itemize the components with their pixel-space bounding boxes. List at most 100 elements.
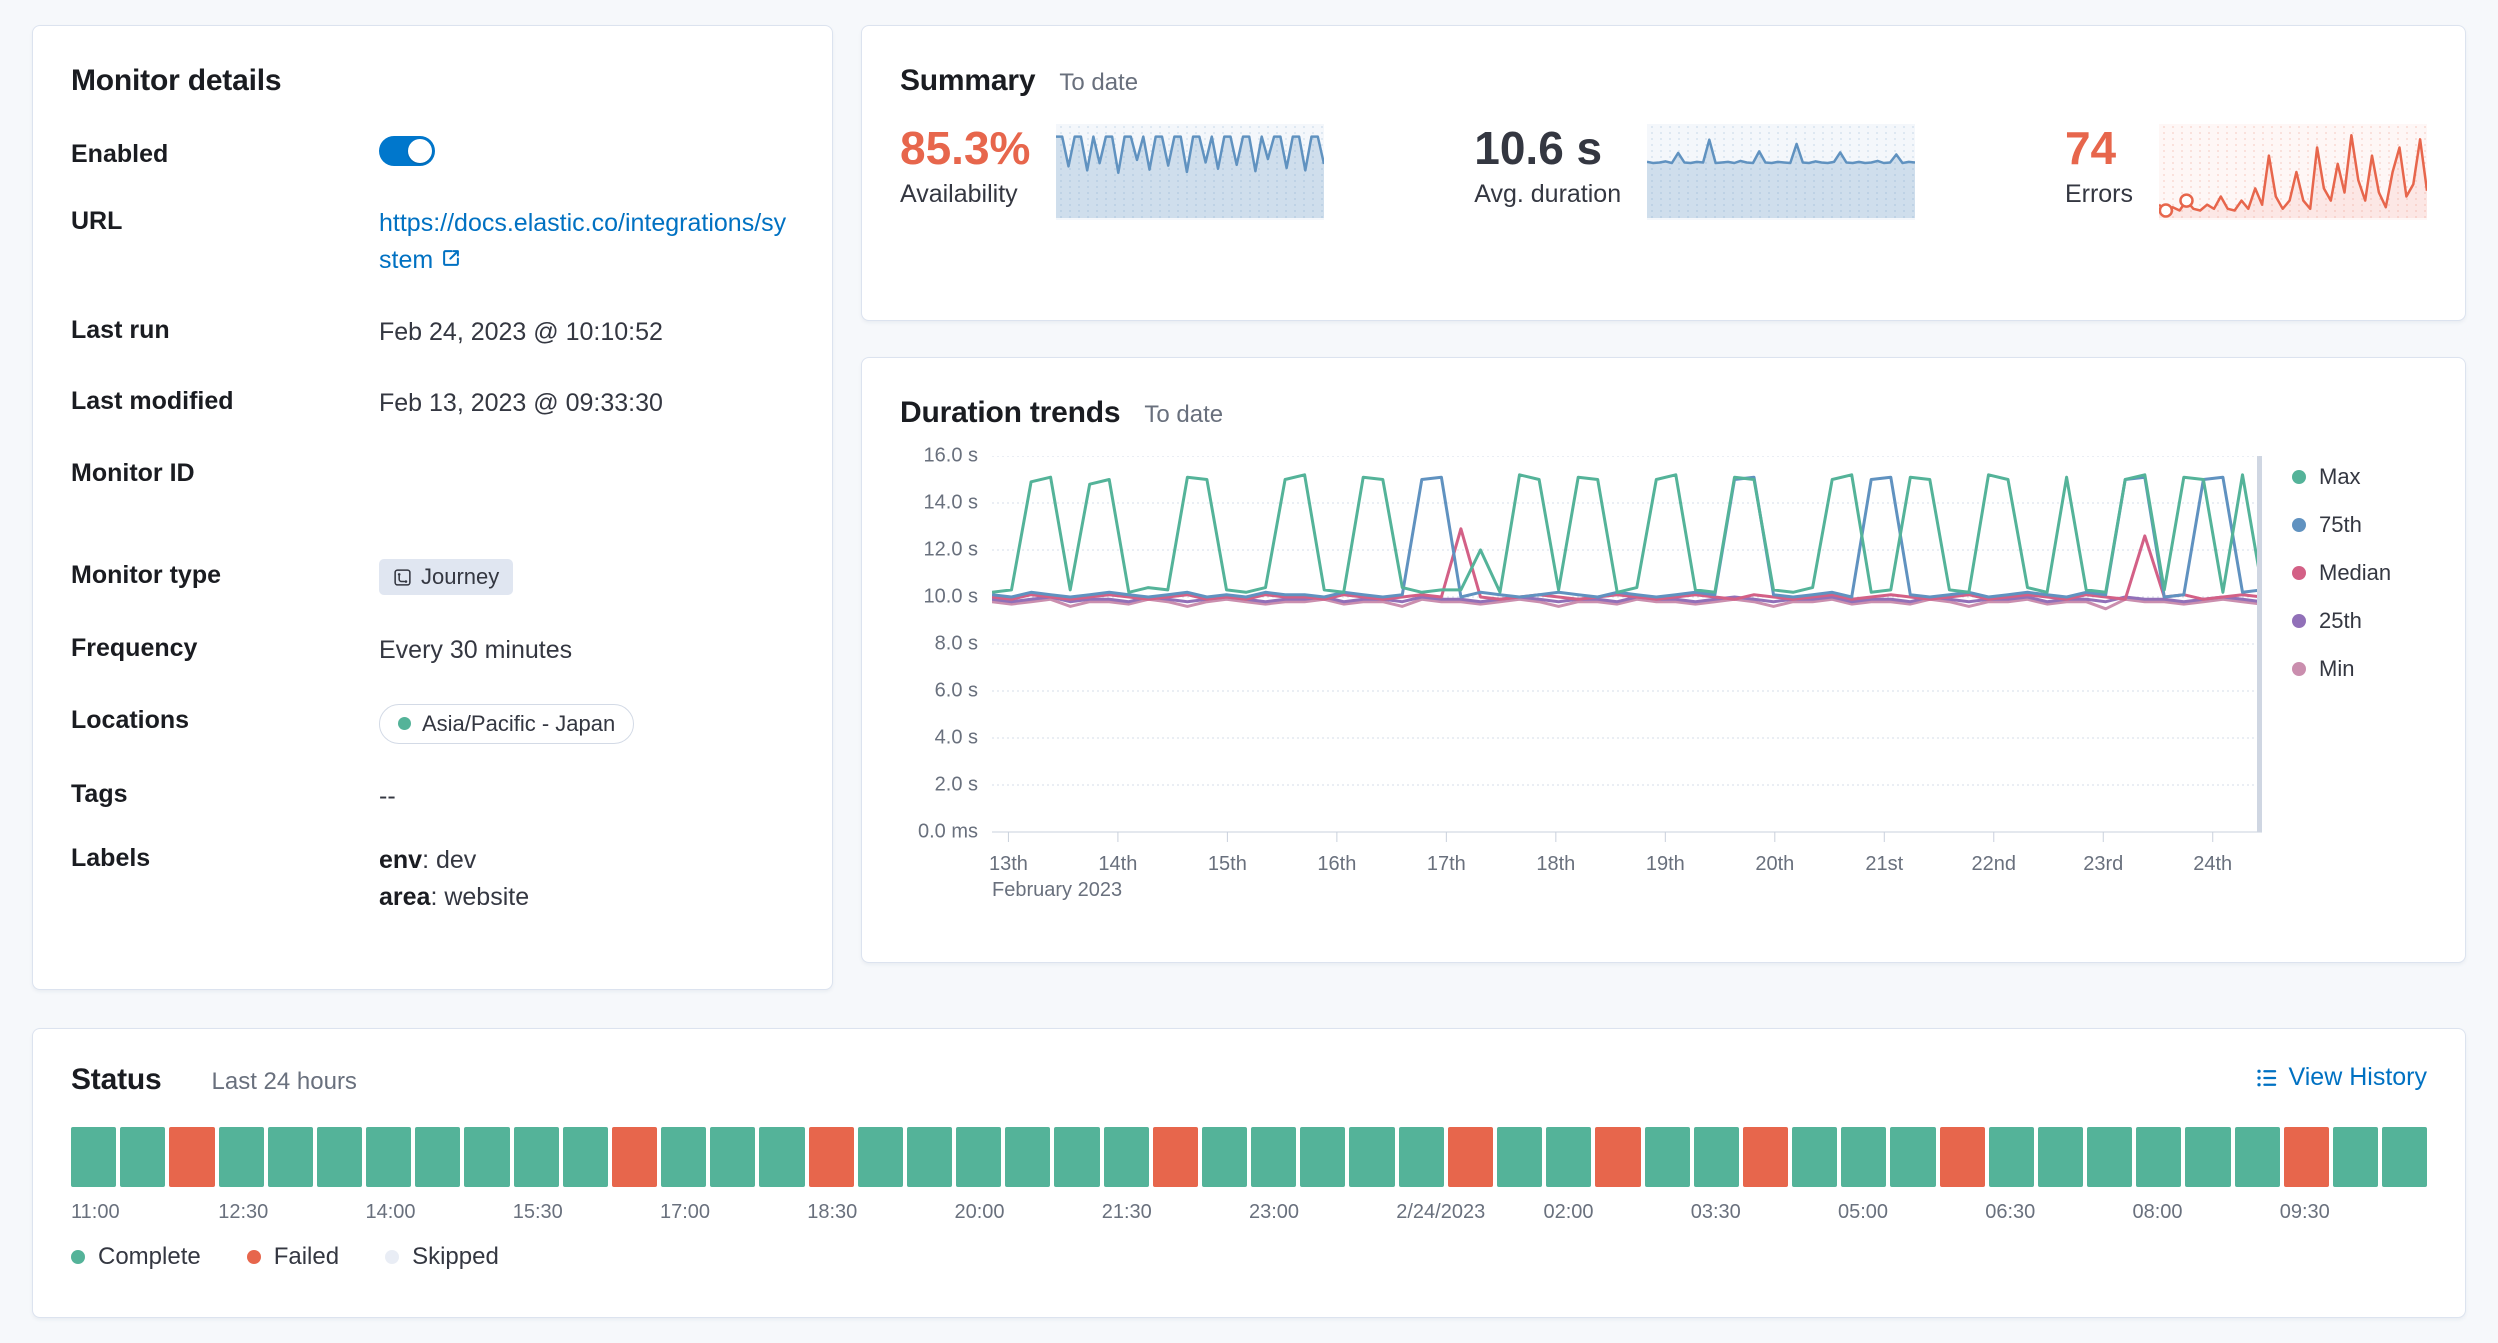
status-block-complete[interactable]: [2136, 1126, 2182, 1187]
status-block-complete[interactable]: [1398, 1126, 1444, 1187]
y-axis-label: 2.0 s: [934, 773, 978, 796]
status-block-failed[interactable]: [1742, 1126, 1789, 1187]
enabled-label: Enabled: [71, 140, 169, 168]
status-block-complete[interactable]: [2087, 1126, 2133, 1187]
legend-item-max[interactable]: Max: [2292, 464, 2391, 490]
status-block-complete[interactable]: [562, 1126, 608, 1187]
x-axis-label: 24th: [2193, 853, 2233, 875]
status-block-complete[interactable]: [2037, 1126, 2084, 1187]
status-block-failed[interactable]: [1939, 1126, 1985, 1187]
status-block-complete[interactable]: [218, 1126, 264, 1187]
status-block-complete[interactable]: [2332, 1126, 2379, 1187]
status-block-complete[interactable]: [906, 1126, 953, 1187]
status-legend-skipped: Skipped: [385, 1243, 499, 1271]
status-legend: Complete Failed Skipped: [71, 1243, 2427, 1271]
status-block-complete[interactable]: [1349, 1126, 1395, 1187]
monitor-id-label: Monitor ID: [71, 458, 195, 487]
monitor-type-badge: Journey: [379, 559, 514, 596]
status-block-complete[interactable]: [1103, 1126, 1149, 1187]
status-block-complete[interactable]: [956, 1126, 1002, 1187]
top-row: Monitor details Enabled URL https://docs…: [32, 25, 2466, 990]
legend-dot: [71, 1249, 85, 1264]
legend-label: 75th: [2319, 512, 2362, 537]
status-block-failed[interactable]: [1152, 1126, 1198, 1187]
time-label: 09:30: [2279, 1200, 2330, 1223]
status-block-complete[interactable]: [857, 1126, 903, 1187]
legend-item-25th[interactable]: 25th: [2292, 608, 2391, 634]
monitor-id-row: Monitor ID: [71, 457, 794, 490]
duration-trends-svg[interactable]: [991, 455, 2264, 842]
labels-label: Labels: [71, 843, 151, 872]
status-block-failed[interactable]: [1447, 1126, 1493, 1187]
status-block-failed[interactable]: [808, 1126, 854, 1187]
legend-label: Failed: [273, 1242, 340, 1270]
status-block-complete[interactable]: [415, 1126, 461, 1187]
monitor-type-label: Monitor type: [71, 561, 221, 589]
availability-sparkline: [1056, 124, 1325, 220]
status-block-failed[interactable]: [169, 1126, 215, 1187]
status-block-complete[interactable]: [759, 1126, 805, 1187]
monitor-type-badge-label: Journey: [421, 564, 500, 589]
view-history-link[interactable]: View History: [2256, 1063, 2427, 1092]
duration-trends-title: Duration trends: [900, 396, 1121, 429]
status-block-complete[interactable]: [366, 1126, 412, 1187]
status-block-complete[interactable]: [1201, 1126, 1248, 1187]
legend-dot: [2292, 662, 2306, 676]
status-block-complete[interactable]: [661, 1126, 707, 1187]
status-block-complete[interactable]: [1054, 1126, 1100, 1187]
status-block-complete[interactable]: [513, 1126, 559, 1187]
status-legend-failed: Failed: [246, 1242, 340, 1271]
time-label: 23:00: [1249, 1200, 1300, 1223]
status-block-failed[interactable]: [1595, 1126, 1641, 1187]
errors-value: 74: [2064, 122, 2117, 174]
status-timeline: 11:00 12:30 14:00 15:30 17:00 18:30 20:00 21:30…: [71, 1193, 2427, 1225]
tags-row: Tags --: [71, 778, 794, 816]
last-modified-value: Feb 13, 2023 @ 09:33:30: [379, 389, 663, 417]
status-block-complete[interactable]: [71, 1126, 117, 1187]
time-label: 2/24/2023: [1396, 1200, 1486, 1223]
x-axis-label: 16th: [1317, 853, 1357, 875]
monitor-details-panel: Monitor details Enabled URL https://docs…: [32, 25, 833, 990]
status-block-complete[interactable]: [267, 1126, 313, 1187]
frequency-label: Frequency: [71, 634, 198, 663]
status-block-failed[interactable]: [611, 1126, 658, 1187]
summary-metrics: 85.3% Availability 10.6 s Avg. duration: [900, 124, 2427, 220]
legend-label: 25th: [2319, 608, 2362, 633]
duration-trends-subtitle: To date: [1144, 401, 1224, 428]
status-block-complete[interactable]: [1792, 1126, 1838, 1187]
legend-item-min[interactable]: Min: [2292, 656, 2391, 682]
status-block-complete[interactable]: [2382, 1126, 2428, 1187]
legend-label: Median: [2319, 560, 2392, 585]
status-block-complete[interactable]: [120, 1126, 166, 1187]
status-block-complete[interactable]: [1988, 1126, 2034, 1187]
status-block-complete[interactable]: [2185, 1126, 2231, 1187]
legend-item-median[interactable]: Median: [2292, 560, 2391, 586]
status-block-complete[interactable]: [1841, 1126, 1887, 1187]
monitor-url-link[interactable]: https://docs.elastic.co/integrations/sys…: [379, 209, 786, 275]
status-block-complete[interactable]: [1496, 1126, 1543, 1187]
status-block-complete[interactable]: [1251, 1126, 1297, 1187]
legend-item-75th[interactable]: 75th: [2292, 512, 2391, 538]
enabled-toggle[interactable]: [379, 136, 435, 166]
status-block-complete[interactable]: [1693, 1126, 1739, 1187]
journey-icon: [394, 569, 411, 586]
status-block-complete[interactable]: [710, 1126, 756, 1187]
summary-subtitle: To date: [1059, 69, 1139, 96]
y-axis-label: 10.0 s: [923, 585, 978, 608]
status-block-complete[interactable]: [1890, 1126, 1936, 1187]
status-block-complete[interactable]: [316, 1126, 363, 1187]
status-block-complete[interactable]: [1546, 1126, 1592, 1187]
legend-dot: [246, 1249, 261, 1264]
status-block-complete[interactable]: [464, 1126, 510, 1187]
duration-trends-chart: 16.0 s 14.0 s 12.0 s 10.0 s 8.0 s 6.0 s 4.0 s 2…: [900, 445, 2427, 905]
status-block-complete[interactable]: [1005, 1126, 1051, 1187]
label-line-area: area: website: [379, 879, 529, 917]
status-block-complete[interactable]: [2234, 1126, 2280, 1187]
list-icon: [2256, 1069, 2276, 1086]
status-block-failed[interactable]: [2283, 1126, 2329, 1187]
status-block-complete[interactable]: [1644, 1126, 1690, 1187]
label-rest: : website: [430, 883, 530, 912]
x-axis-label: 21st: [1865, 853, 1904, 875]
status-block-complete[interactable]: [1300, 1126, 1346, 1187]
